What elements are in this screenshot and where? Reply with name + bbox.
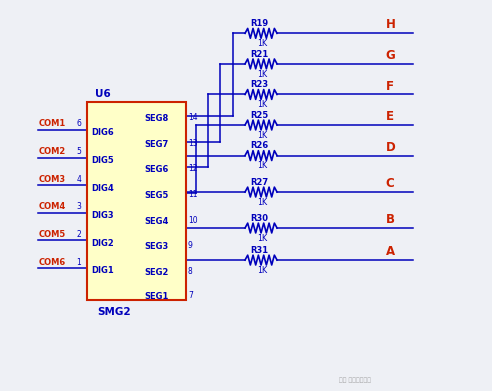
Text: 14: 14 <box>188 113 197 122</box>
Text: R19: R19 <box>250 19 268 28</box>
Text: COM6: COM6 <box>39 258 66 267</box>
Text: COM2: COM2 <box>39 147 66 156</box>
Text: SEG4: SEG4 <box>144 217 168 226</box>
Text: DIG2: DIG2 <box>91 239 114 248</box>
Text: C: C <box>386 177 394 190</box>
Text: 1: 1 <box>76 258 81 267</box>
Text: SEG1: SEG1 <box>144 292 168 301</box>
Text: R25: R25 <box>250 111 269 120</box>
Text: SEG6: SEG6 <box>144 165 168 174</box>
Text: 1K: 1K <box>257 198 267 207</box>
Text: R26: R26 <box>250 141 269 150</box>
Text: R31: R31 <box>250 246 268 255</box>
Text: DIG6: DIG6 <box>91 128 114 137</box>
Text: U6: U6 <box>94 90 110 99</box>
Text: 1K: 1K <box>257 70 267 79</box>
Text: G: G <box>386 49 395 62</box>
Text: 1K: 1K <box>257 234 267 243</box>
Text: 6: 6 <box>76 120 81 129</box>
Bar <box>87 102 186 300</box>
Text: COM1: COM1 <box>39 120 66 129</box>
Text: D: D <box>386 141 395 154</box>
Text: R21: R21 <box>250 50 269 59</box>
Text: 9: 9 <box>188 241 193 250</box>
Text: COM4: COM4 <box>39 202 66 211</box>
Text: 4: 4 <box>76 175 81 184</box>
Text: 1K: 1K <box>257 100 267 109</box>
Text: SEG3: SEG3 <box>144 242 168 251</box>
Text: 5: 5 <box>76 147 81 156</box>
Text: H: H <box>386 18 396 31</box>
Text: DIG4: DIG4 <box>91 183 114 193</box>
Text: COM3: COM3 <box>39 175 66 184</box>
Text: SEG8: SEG8 <box>144 114 168 123</box>
Text: 3: 3 <box>76 202 81 211</box>
Text: DIG5: DIG5 <box>91 156 114 165</box>
Text: DIG1: DIG1 <box>91 266 114 275</box>
Text: SMG2: SMG2 <box>97 307 131 317</box>
Text: 12: 12 <box>188 164 197 173</box>
Text: 1K: 1K <box>257 39 267 48</box>
Text: SEG5: SEG5 <box>144 191 168 200</box>
Text: R23: R23 <box>250 80 268 89</box>
Text: 1K: 1K <box>257 266 267 275</box>
Text: E: E <box>386 110 394 123</box>
Text: A: A <box>386 245 395 258</box>
Text: R30: R30 <box>250 213 268 222</box>
Text: 1K: 1K <box>257 161 267 170</box>
Text: 13: 13 <box>188 139 197 148</box>
Text: 头条 心通电化品慱: 头条 心通电化品慱 <box>338 378 370 383</box>
Text: SEG2: SEG2 <box>144 268 168 277</box>
Text: COM5: COM5 <box>39 230 66 239</box>
Text: 8: 8 <box>188 267 192 276</box>
Text: 7: 7 <box>188 291 193 300</box>
Text: 10: 10 <box>188 215 197 224</box>
Text: 11: 11 <box>188 190 197 199</box>
Text: SEG7: SEG7 <box>144 140 168 149</box>
Text: 2: 2 <box>76 230 81 239</box>
Text: 1K: 1K <box>257 131 267 140</box>
Text: B: B <box>386 213 395 226</box>
Text: R27: R27 <box>250 178 268 187</box>
Text: F: F <box>386 79 394 93</box>
Text: DIG3: DIG3 <box>91 211 114 220</box>
